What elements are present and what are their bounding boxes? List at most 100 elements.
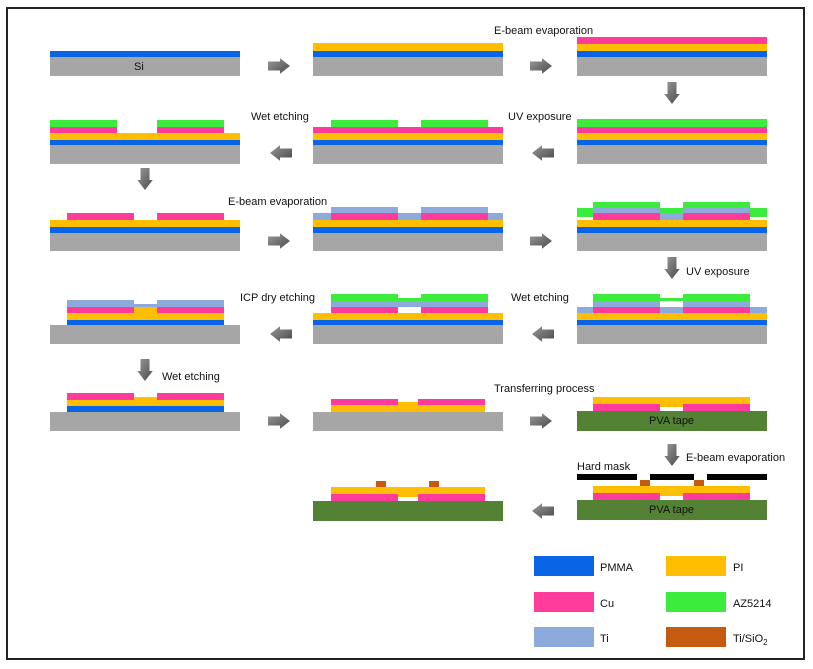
step2-pmma	[313, 51, 503, 57]
legend-label-ti-sio2-subscript: 2	[763, 638, 768, 647]
legend-label-ti: Ti	[600, 633, 609, 645]
step7-si	[50, 233, 240, 251]
step10-ti-left	[593, 301, 660, 307]
step2-pi	[313, 43, 503, 51]
step12-si	[50, 325, 240, 344]
arrow-left-5	[532, 503, 554, 519]
legend-label-ti-sio2: Ti/SiO2	[733, 633, 768, 647]
step5-az-right	[421, 120, 488, 127]
label-uv-exposure-1: UV exposure	[508, 111, 572, 123]
step6-pmma	[50, 140, 240, 145]
step16-pi	[593, 486, 750, 493]
step2-si	[313, 57, 503, 76]
label-transferring-process: Transferring process	[494, 383, 595, 395]
arrow-down-5	[664, 444, 680, 466]
step16-tisio2-left	[640, 480, 650, 486]
step16-pi-gap	[660, 493, 683, 496]
arrow-down-1	[664, 82, 680, 104]
step12-pi	[67, 313, 224, 320]
step13-pi	[67, 400, 224, 406]
step11-cu-left	[331, 307, 398, 313]
step11-ti-right	[421, 301, 488, 307]
arrow-right-3	[268, 233, 290, 249]
step15-pi-gap	[660, 404, 683, 407]
legend-label-pi: PI	[733, 562, 743, 574]
step17-tisio2-right	[429, 481, 439, 487]
step9-pmma	[577, 227, 767, 233]
step10-ti-right	[683, 301, 750, 307]
step10-ti-edge-left	[577, 307, 593, 313]
step11-pi	[313, 313, 503, 320]
step12-cu-right	[157, 307, 224, 313]
legend-swatch-ti	[534, 627, 594, 647]
step4-pi	[577, 133, 767, 140]
step10-az-right	[683, 294, 750, 301]
legend-swatch-az5214	[666, 592, 726, 612]
step9-cu-right	[683, 213, 750, 220]
arrow-left-1	[532, 145, 554, 161]
label-wet-etching-3: Wet etching	[162, 371, 220, 383]
step9-ti-gap	[660, 213, 683, 220]
step14-cu-right	[418, 399, 485, 405]
legend-label-az5214: AZ5214	[733, 598, 772, 610]
step5-az-left	[331, 120, 398, 127]
step5-pi	[313, 133, 503, 140]
step6-az-right	[157, 120, 224, 127]
legend-swatch-pi	[666, 556, 726, 576]
step8-ti-edge-left	[313, 213, 331, 220]
process-steps	[50, 37, 767, 521]
step7-cu-right	[157, 213, 224, 220]
step3-pi	[577, 44, 767, 51]
step17-cu-left	[331, 494, 398, 501]
arrow-down-2	[137, 168, 153, 190]
step11-az-left	[331, 294, 398, 301]
step11-az-right	[421, 294, 488, 301]
label-hard-mask: Hard mask	[577, 461, 631, 473]
step4-az	[577, 119, 767, 127]
step13-cu-left	[67, 393, 134, 400]
step10-ti-gap	[660, 307, 683, 313]
step14-cu-left	[331, 399, 398, 405]
step12-ti-right	[157, 300, 224, 307]
step17-pi	[331, 487, 485, 494]
step3-cu	[577, 37, 767, 44]
step6-az-left	[50, 120, 117, 127]
step8-cu-left	[331, 213, 398, 220]
arrow-right-2	[530, 58, 552, 74]
arrow-left-2	[270, 145, 292, 161]
label-wet-etching-1: Wet etching	[251, 111, 309, 123]
arrow-right-4	[530, 233, 552, 249]
step6-cu-right	[157, 127, 224, 133]
step10-az-left	[593, 294, 660, 301]
step17-cu-right	[418, 494, 485, 501]
step8-ti-gap	[398, 213, 421, 220]
step14-pi	[331, 405, 485, 412]
step13-cu-right	[157, 393, 224, 400]
step9-ti-right	[683, 208, 750, 213]
step9-ti-left	[593, 208, 660, 213]
step8-pi	[313, 220, 503, 227]
step9-cu-left	[593, 213, 660, 220]
step8-si	[313, 233, 503, 251]
label-icp-dry-etching: ICP dry etching	[240, 292, 315, 304]
step7-pi	[50, 220, 240, 227]
label-uv-exposure-2: UV exposure	[686, 266, 750, 278]
step15-cu-left	[593, 404, 660, 411]
step16-pva	[577, 500, 767, 520]
legend: PMMA PI Cu AZ5214 Ti Ti/SiO2	[534, 556, 772, 647]
step16-mask-left	[577, 474, 637, 480]
step11-si	[313, 325, 503, 344]
step1-si	[50, 57, 240, 76]
step4-cu	[577, 127, 767, 133]
step3-si	[577, 57, 767, 76]
step11-cu-right	[421, 307, 488, 313]
step5-pmma	[313, 140, 503, 145]
label-ebeam-evaporation-1: E-beam evaporation	[494, 25, 593, 37]
step3-pmma	[577, 51, 767, 57]
step15-pi	[593, 397, 750, 404]
step9-si	[577, 233, 767, 251]
step12-cu-left	[67, 307, 134, 313]
step16-cu-right	[683, 493, 750, 500]
step5-cu	[313, 127, 503, 133]
